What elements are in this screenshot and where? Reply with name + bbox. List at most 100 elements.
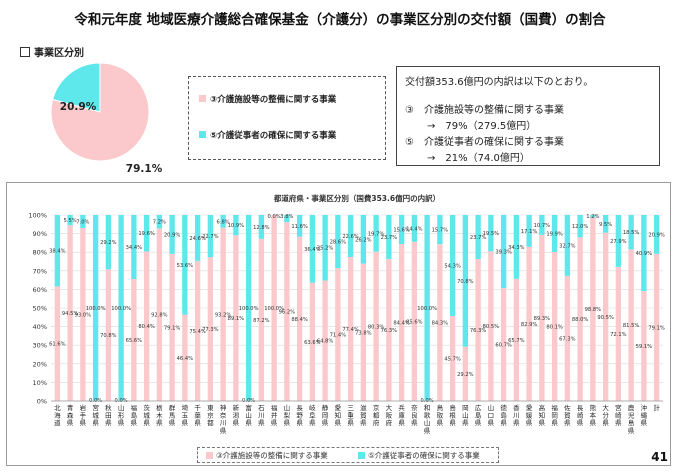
x-tick-label: 山梨県: [284, 403, 291, 427]
bar-facility: [590, 217, 596, 401]
data-label-facility: 71.4%: [330, 333, 347, 339]
bar-worker: [335, 215, 341, 269]
bar-worker: [92, 215, 99, 401]
data-label-worker: 1.2%: [586, 214, 599, 220]
bar-facility: [182, 314, 188, 401]
y-tick-label: 50%: [33, 305, 47, 313]
x-tick-label: 石川県: [258, 404, 265, 427]
bar-worker: [386, 215, 392, 260]
checkbox-square-icon: [20, 47, 30, 57]
bar-legend-item-facility: ③介護施設等の整備に関する事業: [206, 450, 328, 461]
data-label-facility: 88.0%: [572, 317, 589, 323]
data-label-facility: 65.7%: [508, 338, 525, 344]
pie-label-facility: 79.1%: [126, 163, 163, 175]
y-tick-label: 100%: [28, 212, 47, 220]
data-label-worker: 6.8%: [217, 219, 230, 225]
bar-worker: [245, 215, 252, 401]
bar-worker: [577, 215, 583, 238]
data-label-worker: 15.6%: [393, 228, 410, 234]
bar-worker: [322, 215, 328, 281]
data-label-facility: 87.2%: [253, 318, 270, 324]
data-label-facility: 96.2%: [279, 310, 296, 316]
x-tick-label: 埼玉県: [182, 403, 189, 427]
pie-slice-facility: [50, 62, 150, 162]
bar-worker: [500, 215, 507, 289]
pie-chart: 20.9% 79.1%: [50, 62, 163, 175]
bar-worker: [590, 215, 596, 218]
bar-worker: [131, 215, 137, 279]
x-tick-label: 茨城県: [143, 403, 150, 427]
data-label-facility: 93.0%: [75, 313, 92, 319]
data-label-facility: 89.3%: [534, 316, 551, 322]
data-label-facility: 79.1%: [648, 325, 665, 331]
bar-facility: [220, 227, 226, 401]
data-label-worker: 34.3%: [508, 245, 525, 251]
data-label-worker: 23.7%: [381, 235, 398, 241]
data-label-facility: 80.4%: [138, 324, 155, 330]
bar-facility: [564, 275, 571, 401]
bar-facility: [360, 263, 367, 401]
bar-facility: [526, 246, 532, 401]
data-label-worker: 39.3%: [495, 250, 512, 256]
bar-legend-swatch-worker: [358, 452, 365, 459]
pie-legend-label-facility: ③介護施設等の整備に関する事業: [210, 95, 337, 105]
bar-facility: [105, 269, 112, 401]
x-tick-label: 岩手県: [80, 403, 87, 427]
bar-worker: [449, 215, 456, 316]
bar-worker: [182, 215, 188, 315]
x-tick-label: 計: [653, 403, 660, 412]
x-tick-label: 福島県: [131, 403, 138, 427]
bar-worker: [118, 215, 124, 401]
x-tick-label: 山口県: [488, 403, 495, 427]
y-tick-label: 10%: [33, 379, 47, 387]
data-label-worker: 40.9%: [636, 251, 653, 257]
pie-legend-item-worker: ⑤介護従事者の確保に関する事業: [199, 129, 336, 141]
data-label-facility: 29.2%: [457, 372, 474, 378]
legend-swatch-worker: [199, 131, 206, 138]
bar-legend-label-worker: ⑤介護従事者の確保に関する事業: [368, 451, 480, 460]
bar-facility: [347, 257, 354, 401]
data-label-facility: 89.1%: [228, 316, 245, 322]
data-label-facility: 75.4%: [189, 329, 206, 335]
bar-worker: [373, 215, 379, 252]
x-tick-label: 大分県: [602, 403, 609, 427]
data-label-facility: 67.3%: [559, 336, 576, 342]
bar-worker: [309, 215, 316, 283]
bar-worker: [296, 215, 303, 237]
x-tick-label: 愛知県: [335, 403, 342, 427]
page-title: 令和元年度 地域医療介護総合確保基金（介護分）の事業区分別の交付額（国費）の割合: [74, 12, 606, 28]
x-tick-label: 徳島県: [500, 403, 507, 427]
bar-facility: [131, 278, 137, 401]
data-label-worker: 12.8%: [253, 225, 270, 231]
bar-worker: [220, 215, 226, 228]
data-label-facility: 64.8%: [317, 339, 334, 345]
bar-worker: [462, 215, 469, 347]
x-tick-label: 奈良県: [411, 403, 418, 427]
x-tick-label: 千葉県: [194, 403, 201, 427]
data-label-worker: 20.9%: [648, 232, 665, 238]
section-label: 事業区分別: [20, 44, 84, 59]
x-tick-label: 神奈川県: [220, 403, 227, 435]
bar-facility: [143, 251, 150, 401]
bar-chart-frame: 都道府県・事業区分別（国費353.6億円の内訳） 0% 10% 20% 30% 40% 50…: [6, 182, 671, 466]
bar-facility: [551, 252, 558, 401]
note-line-2: ③ 介護施設等の整備に関する事業: [405, 105, 564, 116]
bar-facility: [322, 280, 328, 401]
data-label-worker: 28.6%: [330, 240, 347, 246]
data-label-worker: 3.8%: [280, 214, 293, 220]
bar-facility: [602, 232, 609, 401]
data-label-facility: 81.5%: [623, 323, 640, 329]
data-label-facility: 72.1%: [610, 332, 627, 338]
data-label-worker: 27.9%: [610, 239, 627, 245]
data-label-worker: 12.0%: [572, 224, 589, 230]
bar-worker: [156, 215, 163, 229]
y-tick-label: 90%: [33, 230, 47, 238]
data-label-facility: 80.1%: [546, 325, 563, 331]
data-label-facility: 84.4%: [393, 321, 410, 327]
bar-facility: [296, 236, 303, 401]
data-label-facility: 76.3%: [470, 328, 487, 334]
bar-worker: [207, 215, 214, 258]
data-label-facility: 77.3%: [202, 327, 219, 333]
data-label-facility: 61.6%: [49, 342, 66, 348]
data-label-worker: 35.2%: [317, 246, 334, 252]
